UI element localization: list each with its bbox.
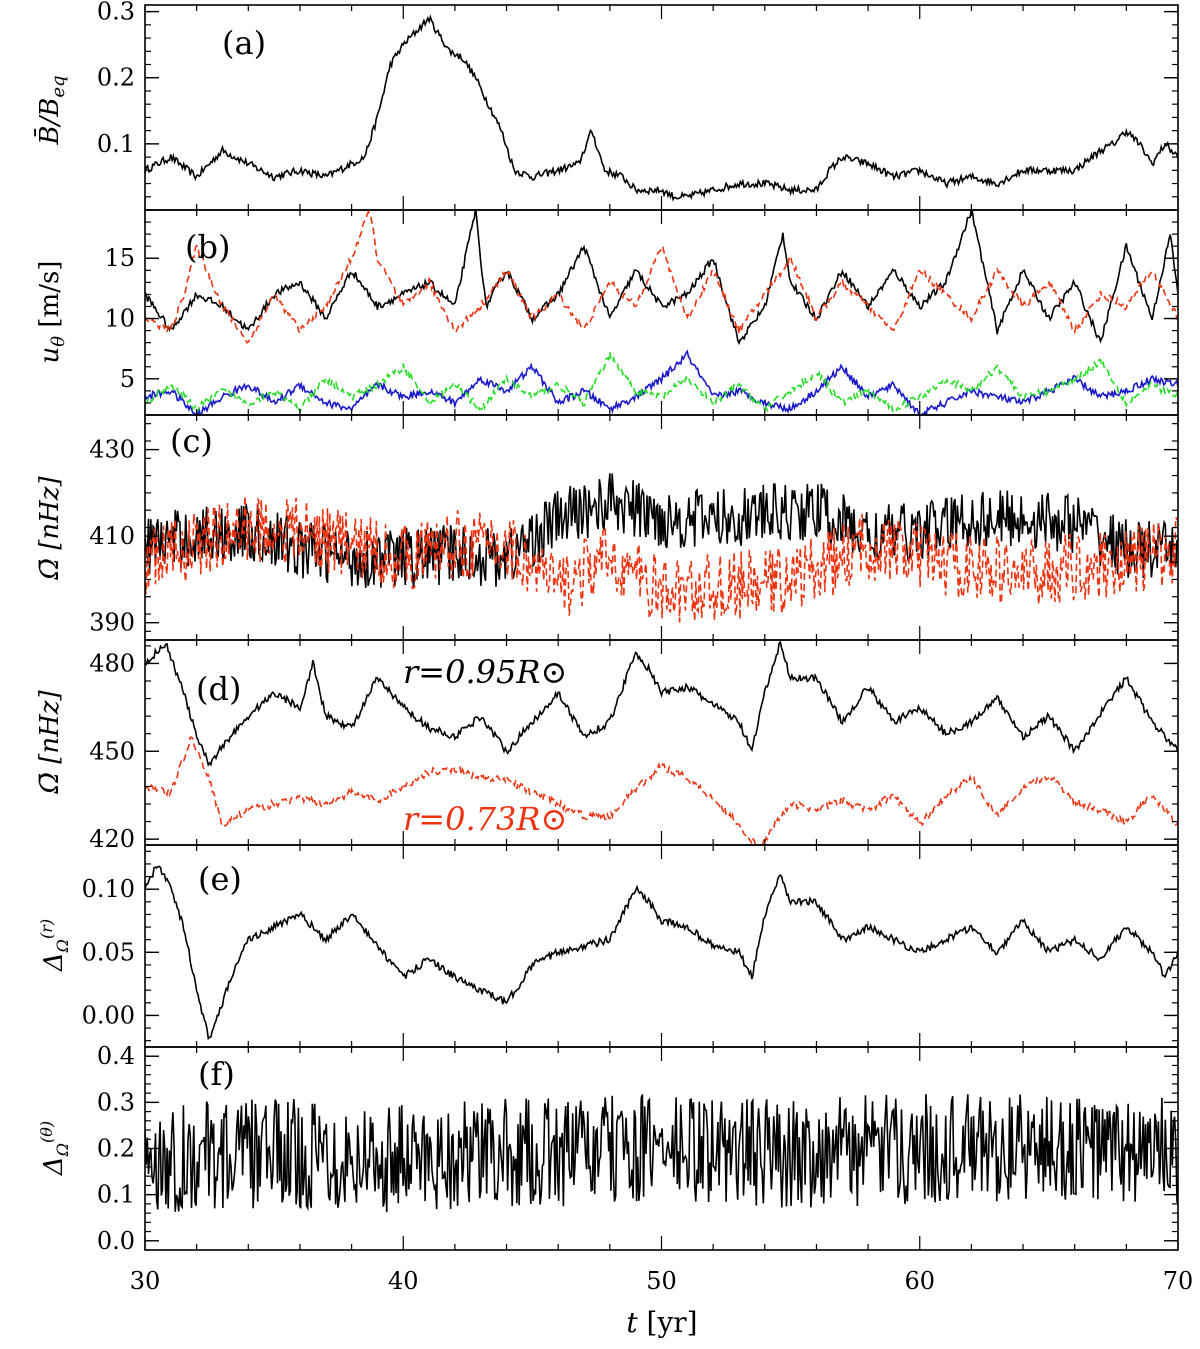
panel-label-c: (c) — [170, 422, 213, 460]
ylabel-a: B̄/Beq — [33, 75, 69, 145]
panel-f-series-0 — [145, 1094, 1178, 1213]
ytick-label: 390 — [89, 609, 135, 637]
ylabel-b: uθ [m/s] — [35, 261, 69, 364]
panel-label-d: (d) — [196, 670, 241, 708]
ytick-label: 0.1 — [97, 130, 135, 158]
ytick-label: 430 — [89, 436, 135, 464]
annotation-r095: r=0.95R⊙ — [403, 653, 567, 691]
ytick-label: 0.05 — [82, 938, 135, 966]
ytick-label: 0.2 — [97, 64, 135, 92]
panel-c-series-1 — [145, 495, 1178, 623]
panel-a-series-0 — [145, 14, 1178, 202]
xtick-label: 60 — [904, 1267, 935, 1295]
panel-c-series-0 — [145, 473, 1178, 588]
ylabel-f: ΔΩ(θ) — [37, 1121, 72, 1176]
ytick-label: 0.3 — [97, 0, 135, 26]
ylabel-d: Ω̄ [nHz] — [35, 690, 65, 795]
ylabel-e: ΔΩ(r) — [37, 919, 72, 972]
panel-d-series-0 — [145, 640, 1178, 767]
panel-frame — [144, 639, 1179, 846]
ytick-label: 480 — [89, 649, 135, 677]
xtick-label: 70 — [1163, 1267, 1194, 1295]
ytick-label: 420 — [89, 825, 135, 853]
panel-label-f: (f) — [198, 1055, 235, 1093]
ytick-label: 410 — [89, 522, 135, 550]
ytick-label: 0.10 — [82, 875, 135, 903]
ytick-label: 5 — [120, 365, 135, 393]
ytick-label: 0.3 — [97, 1088, 135, 1116]
ylabel-c: Ω̄ [nHz] — [35, 476, 65, 581]
ytick-label: 0.0 — [97, 1227, 135, 1255]
panel-e-series-0 — [145, 865, 1178, 1041]
panels-layer: 0.10.20.3510153904104304204504800.000.05… — [82, 0, 1194, 1295]
panel-b-series-1 — [145, 210, 1178, 345]
ytick-label: 10 — [104, 305, 135, 333]
annotation-r073: r=0.73R⊙ — [403, 800, 567, 838]
panel-frame — [144, 4, 1179, 211]
panel-b-series-3 — [145, 352, 1178, 415]
panel-b-series-0 — [145, 210, 1178, 346]
ytick-label: 0.00 — [82, 1001, 135, 1029]
ytick-label: 450 — [89, 737, 135, 765]
panel-label-e: (e) — [198, 860, 242, 898]
ytick-label: 15 — [104, 244, 135, 272]
panel-frame — [144, 844, 1179, 1048]
xtick-label: 50 — [646, 1267, 677, 1295]
xtick-label: 40 — [388, 1267, 419, 1295]
panel-d-series-1 — [145, 736, 1178, 845]
panel-label-b: (b) — [185, 228, 230, 266]
xtick-label: 30 — [130, 1267, 161, 1295]
ytick-label: 0.1 — [97, 1181, 135, 1209]
panel-label-a: (a) — [222, 24, 266, 62]
panel-b-series-2 — [145, 349, 1178, 415]
ytick-label: 0.4 — [97, 1042, 135, 1070]
xlabel: t [yr] — [626, 1306, 697, 1339]
ytick-label: 0.2 — [97, 1135, 135, 1163]
